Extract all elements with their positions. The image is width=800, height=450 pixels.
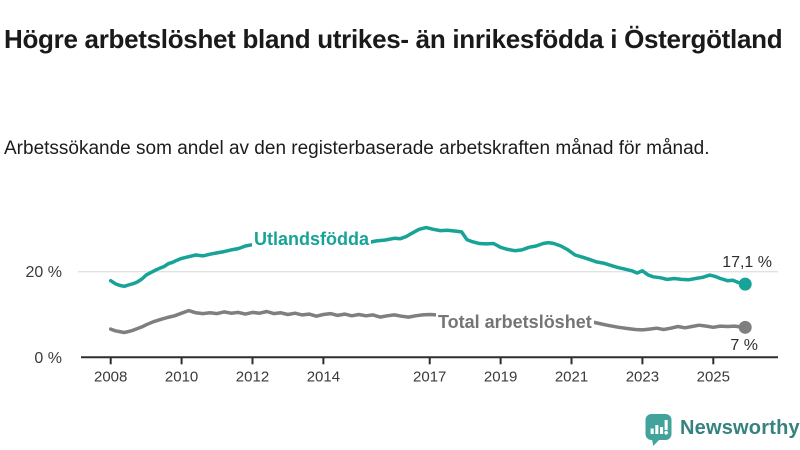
x-axis-label-2021: 2021 bbox=[555, 368, 588, 385]
series-end-dot-0 bbox=[738, 277, 752, 291]
x-axis-label-2025: 2025 bbox=[697, 368, 730, 385]
chart-subtitle: Arbetssökande som andel av den registerb… bbox=[4, 138, 710, 159]
series-end-dot-1 bbox=[738, 320, 752, 334]
newsworthy-bar-chart-icon bbox=[645, 414, 672, 446]
newsworthy-logo: Newsworthy bbox=[645, 413, 800, 447]
x-axis-label-2014: 2014 bbox=[307, 368, 340, 385]
series-line-0 bbox=[108, 225, 747, 289]
y-axis-label-20: 20 % bbox=[26, 264, 62, 281]
newsworthy-logo-text: Newsworthy bbox=[680, 417, 800, 439]
x-axis-label-2010: 2010 bbox=[165, 368, 198, 385]
series-label-utlandsfodda: Utlandsfödda bbox=[252, 228, 371, 250]
x-axis-label-2017: 2017 bbox=[413, 368, 446, 385]
end-value-utlandsfodda: 17,1 % bbox=[722, 254, 772, 271]
x-axis-label-2012: 2012 bbox=[236, 368, 269, 385]
chart-title: Högre arbetslöshet bland utrikes- än inr… bbox=[4, 24, 783, 55]
series-label-total-arbetsloshet: Total arbetslöshet bbox=[436, 311, 594, 333]
x-axis-label-2019: 2019 bbox=[484, 368, 517, 385]
y-axis-label-0: 0 % bbox=[34, 350, 62, 367]
end-value-total-arbetsloshet: 7 % bbox=[730, 337, 758, 354]
x-axis-label-2023: 2023 bbox=[626, 368, 659, 385]
x-axis-label-2008: 2008 bbox=[94, 368, 127, 385]
series-line-1 bbox=[108, 308, 747, 335]
